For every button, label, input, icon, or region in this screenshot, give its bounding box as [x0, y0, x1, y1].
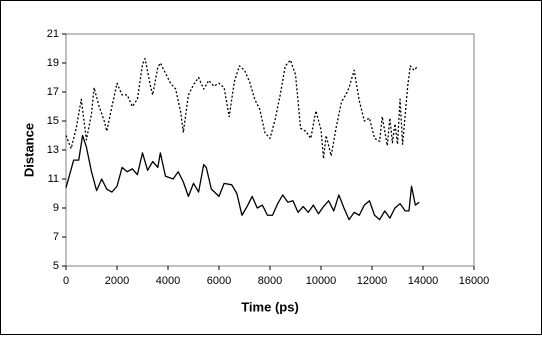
- x-tick-label: 2000: [105, 275, 129, 287]
- y-tick-label: 21: [47, 28, 59, 40]
- x-tick-label: 12000: [357, 275, 388, 287]
- x-tick-label: 10000: [306, 275, 337, 287]
- y-tick-label: 11: [48, 173, 59, 185]
- y-tick-label: 17: [47, 86, 59, 98]
- x-tick-label: 8000: [258, 275, 282, 287]
- y-tick-label: 19: [47, 57, 59, 69]
- x-tick-label: 16000: [459, 275, 490, 287]
- y-tick-label: 5: [53, 260, 59, 272]
- x-tick-label: 14000: [408, 275, 439, 287]
- y-axis-title: Distance: [21, 123, 36, 177]
- series-line: [65, 58, 419, 160]
- x-tick-label: 0: [63, 275, 69, 287]
- x-axis-title: Time (ps): [241, 299, 299, 314]
- y-tick-label: 15: [47, 115, 59, 127]
- x-tick-label: 6000: [207, 275, 231, 287]
- y-tick-label: 13: [47, 144, 59, 156]
- x-tick-label: 4000: [156, 275, 180, 287]
- series-line: [65, 134, 420, 221]
- y-tick-label: 9: [53, 202, 59, 214]
- y-tick-label: 7: [53, 231, 59, 243]
